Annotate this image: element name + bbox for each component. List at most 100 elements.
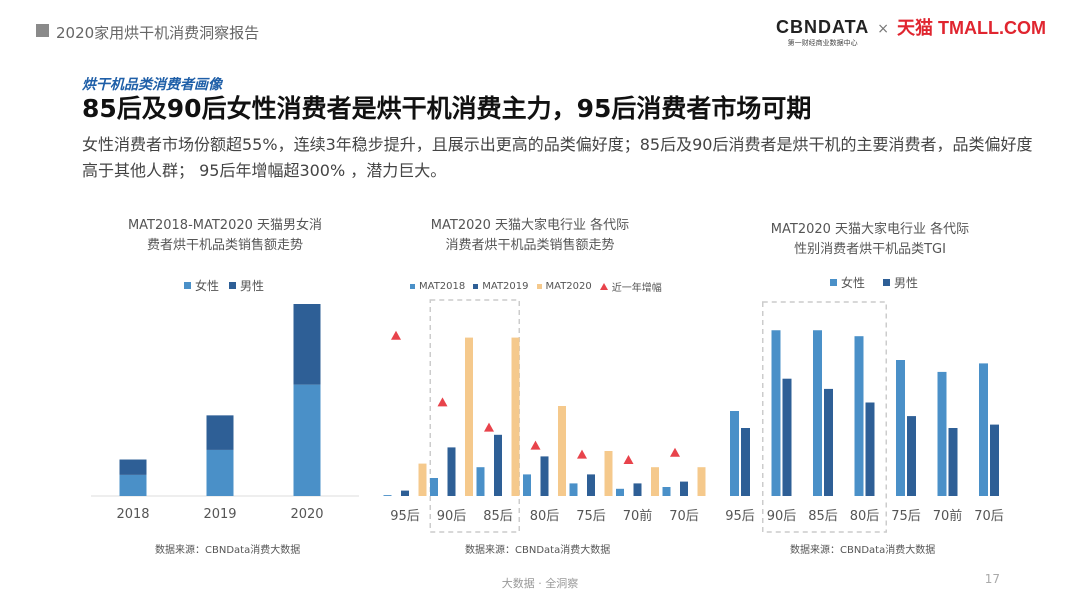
chart3-title: MAT2020 天猫大家电行业 各代际 性别消费者烘干机品类TGI <box>720 220 1020 260</box>
legend-item-female: 女性 <box>184 277 219 294</box>
chart2-growth-marker-80后 <box>530 440 541 450</box>
chart1-bar-female-2019 <box>206 449 234 496</box>
legend-label-mat2020: MAT2020 <box>545 281 592 292</box>
legend-item-male: 男性 <box>883 274 918 291</box>
chart3-bar-female-75后 <box>896 360 905 496</box>
chart2-bar-MAT2020-75后 <box>604 451 613 496</box>
chart2-xtick-70后: 70后 <box>669 509 699 524</box>
chart3-bar-male-75后 <box>907 416 916 496</box>
chart3-bar-male-90后 <box>782 378 792 496</box>
legend-item-mat2020: MAT2020 <box>536 281 592 292</box>
chart3-bar-male-80后 <box>865 402 875 496</box>
chart2-growth-marker-70后 <box>670 447 680 457</box>
legend-swatch-female <box>184 282 191 289</box>
section-tag: 烘干机品类消费者画像 <box>82 77 222 93</box>
chart1-bar-female-2018 <box>119 474 147 496</box>
legend-label-growth: 近一年增幅 <box>611 283 662 294</box>
legend-item-mat2019: MAT2019 <box>473 281 529 292</box>
legend-item-growth: 近一年增幅 <box>599 279 662 294</box>
chart3-xtick-70前: 70前 <box>933 508 963 524</box>
chart3-bar-male-70后 <box>990 424 999 496</box>
chart2-bar-MAT2019-80后 <box>540 456 549 496</box>
chart1-bar-male-2018 <box>119 459 147 475</box>
chart2-bar-MAT2018-80后 <box>523 474 531 496</box>
legend-swatch-male <box>883 279 891 286</box>
chart1-title: MAT2018-MAT2020 天猫男女消 费者烘干机品类销售额走势 <box>90 216 360 256</box>
chart2-bar-MAT2020-80后 <box>558 406 566 496</box>
chart3-xtick-85后: 85后 <box>808 509 838 524</box>
legend-triangle-icon <box>599 283 608 290</box>
chart3-bar-female-95后 <box>730 411 739 496</box>
chart3-bar-female-70前 <box>937 371 947 496</box>
chart1-xtick-2018: 2018 <box>116 507 149 522</box>
legend-swatch-mat2020 <box>536 284 542 289</box>
chart2-bar-MAT2020-90后 <box>465 337 473 496</box>
chart2-bar-MAT2020-70前 <box>651 467 659 496</box>
chart3-source: 数据来源：CBNData消费大数据 <box>790 545 936 556</box>
chart3-bar-male-95后 <box>741 428 750 496</box>
chart1-stacked-bar: 2018 2019 2020 <box>91 304 359 522</box>
chart2-bar-MAT2020-85后 <box>511 337 520 496</box>
chart2-bar-MAT2018-70后 <box>662 487 671 496</box>
chart1-xtick-2020: 2020 <box>290 507 323 522</box>
chart2-title-line2: 消费者烘干机品类销售额走势 <box>445 238 615 253</box>
chart2-bar-MAT2019-70后 <box>680 481 688 496</box>
chart2-growth-marker-85后 <box>484 422 494 432</box>
chart1-title-line2: 费者烘干机品类销售额走势 <box>146 238 303 253</box>
chart2-growth-marker-70前 <box>623 455 634 464</box>
chart2-bar-MAT2018-75后 <box>569 483 578 496</box>
chart2-xtick-80后: 80后 <box>530 509 560 524</box>
chart2-growth-marker-95后 <box>391 330 401 340</box>
chart3-bar-female-85后 <box>813 330 822 496</box>
page-number: 17 <box>984 572 1000 586</box>
legend-item-female: 女性 <box>830 274 865 291</box>
legend-label-female: 女性 <box>195 279 220 293</box>
tmall-logo: 天猫 TMALL.COM <box>897 18 1046 38</box>
chart3-bar-female-70后 <box>979 363 988 496</box>
footer-slogan: 大数据 · 全洞察 <box>501 577 579 590</box>
chart1-xtick-2019: 2019 <box>203 507 236 522</box>
chart3-bar-female-90后 <box>771 330 781 496</box>
legend-label-female: 女性 <box>841 276 866 290</box>
chart3-bar-male-85后 <box>824 388 833 496</box>
legend-swatch-mat2018 <box>410 284 415 289</box>
chart2-growth-marker-75后 <box>577 449 587 459</box>
cbndata-logo-subtext: 第一财经商业数据中心 <box>787 39 858 47</box>
chart2-bar-MAT2019-85后 <box>494 434 502 496</box>
report-title: 2020家用烘干机消费洞察报告 <box>56 24 260 42</box>
chart2-bar-MAT2019-95后 <box>401 490 409 496</box>
chart3-xtick-90后: 90后 <box>767 509 797 524</box>
legend-label-mat2018: MAT2018 <box>419 281 466 292</box>
chart3-xtick-75后: 75后 <box>891 509 921 524</box>
legend-label-male: 男性 <box>240 279 265 293</box>
chart2-bar-MAT2019-70前 <box>633 483 642 496</box>
legend-swatch-male <box>229 282 237 289</box>
chart3-xtick-95后: 95后 <box>725 509 755 524</box>
chart2-growth-marker-90后 <box>437 397 448 407</box>
chart3-bar-male-70前 <box>948 428 958 496</box>
chart2-xtick-95后: 95后 <box>390 509 420 524</box>
chart2-bar-MAT2020-70后 <box>697 467 706 496</box>
logo-separator: × <box>877 21 890 37</box>
chart1-bar-female-2020 <box>293 384 321 496</box>
chart1-bar-male-2020 <box>293 304 321 385</box>
chart3-legend: 女性 男性 <box>830 274 928 291</box>
chart2-title-line1: MAT2020 天猫大家电行业 各代际 <box>430 218 630 233</box>
chart2-grouped-bar: 95后 90后 85后 80后 75后 70前 70后 <box>383 299 706 533</box>
chart2-bar-MAT2018-85后 <box>476 467 485 496</box>
partner-logos: CBNDATA 第一财经商业数据中心 × 天猫 TMALL.COM <box>776 18 1046 52</box>
legend-swatch-mat2019 <box>473 284 479 289</box>
cbndata-logo: CBNDATA 第一财经商业数据中心 <box>776 18 869 48</box>
chart3-bar-female-80后 <box>854 336 864 496</box>
chart3-title-line2: 性别消费者烘干机品类TGI <box>794 242 946 257</box>
chart3-xtick-80后: 80后 <box>850 509 880 524</box>
summary-text: 女性消费者市场份额超55%，连续3年稳步提升，且展示出更高的品类偏好度；85后及… <box>82 135 1033 180</box>
chart3-highlight-box <box>762 301 887 533</box>
chart2-bar-MAT2018-70前 <box>616 488 624 496</box>
chart2-xtick-75后: 75后 <box>576 509 606 524</box>
chart2-legend: MAT2018 MAT2019 MAT2020 近一年增幅 <box>410 279 672 294</box>
chart2-bar-MAT2019-75后 <box>587 474 595 496</box>
chart1-source: 数据来源：CBNData消费大数据 <box>155 545 301 556</box>
chart3-grouped-bar: 95后 90后 85后 80后 75后 70前 70后 <box>725 301 1004 533</box>
chart2-bar-MAT2018-95后 <box>383 495 392 496</box>
